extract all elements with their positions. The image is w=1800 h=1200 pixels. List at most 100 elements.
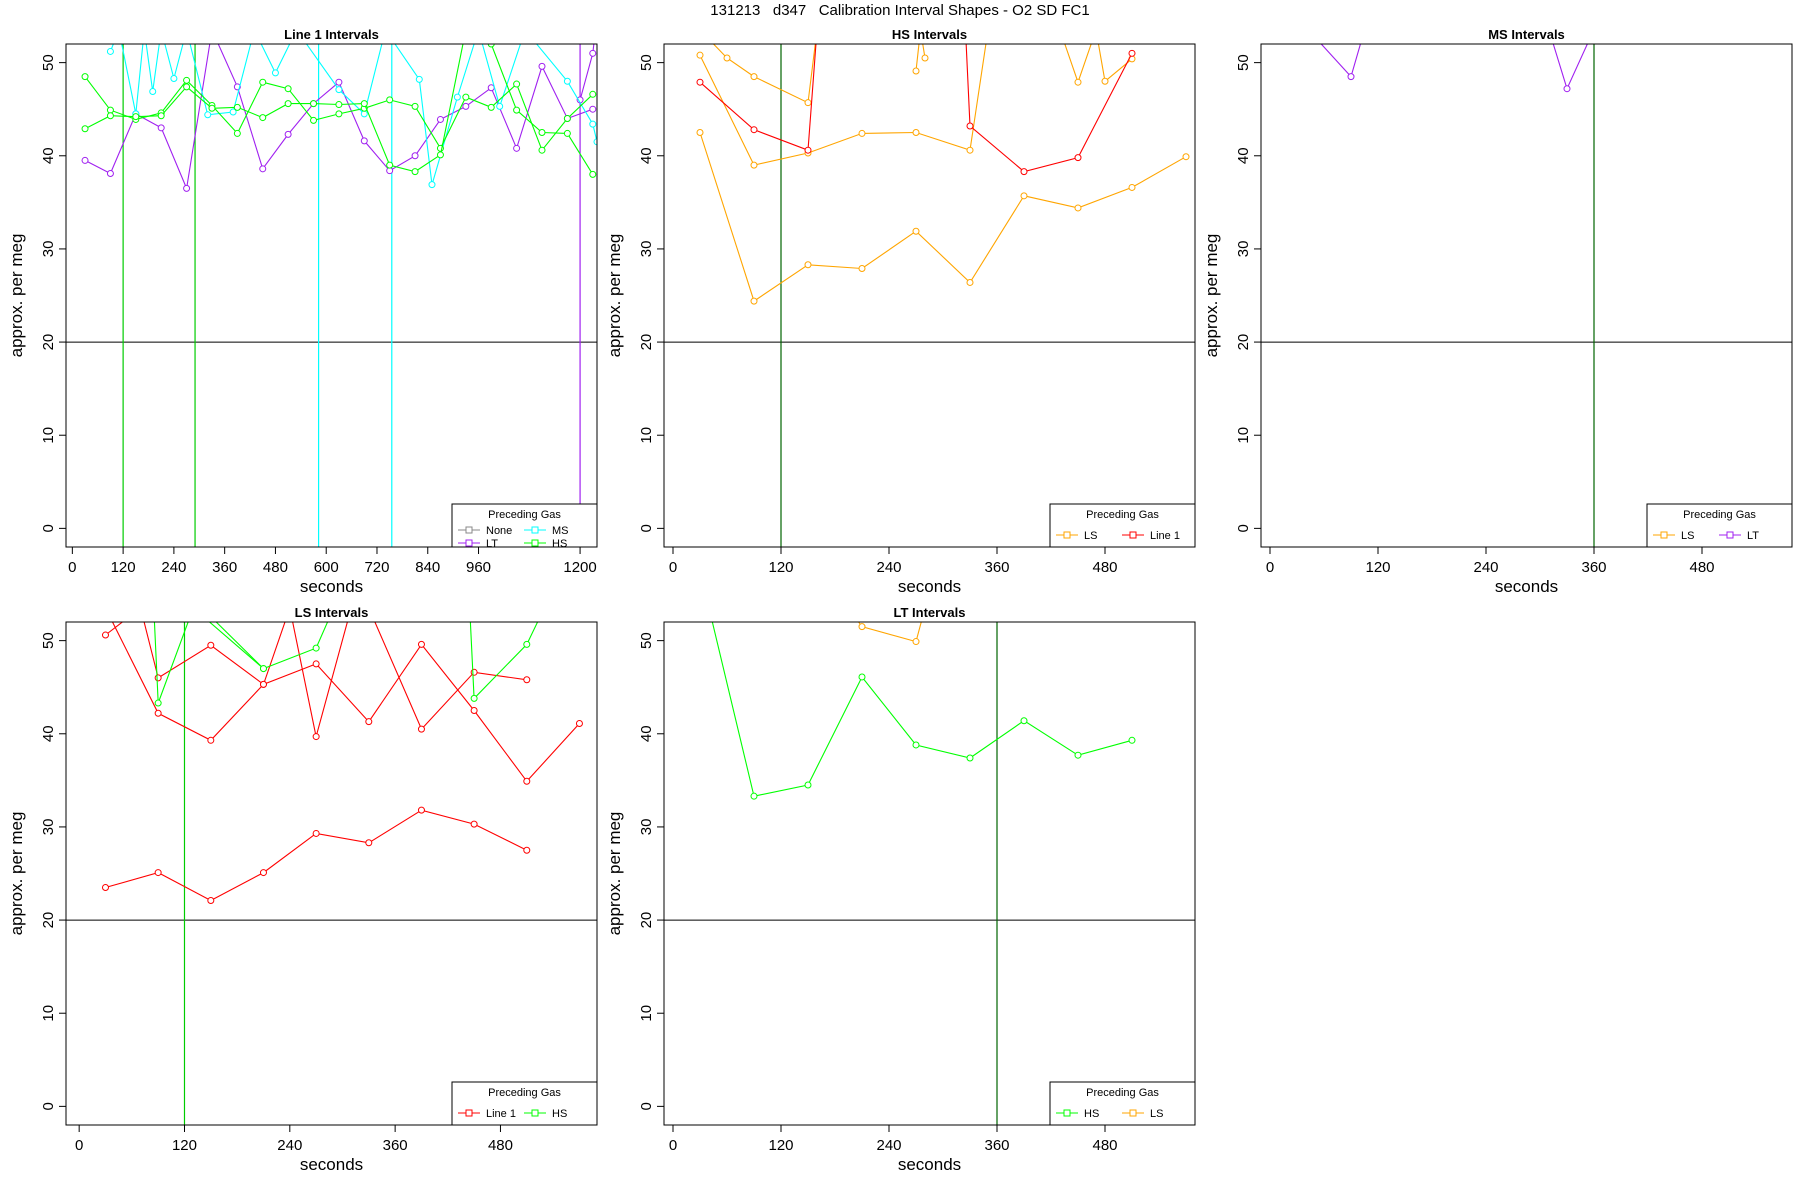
series-3 [106, 44, 597, 189]
data-point [487, 44, 495, 48]
legend-label: HS [552, 1108, 567, 1120]
data-point [417, 640, 425, 648]
data-point [1074, 154, 1082, 162]
legend-box [1646, 503, 1793, 548]
data-point [312, 733, 320, 741]
legend-title: Preceding Gas [488, 1087, 561, 1099]
data-point [487, 103, 495, 111]
series-line [109, 44, 597, 185]
data-point [538, 62, 546, 70]
data-point [157, 112, 165, 120]
data-point [912, 67, 920, 75]
y-tick-label: 20 [638, 912, 655, 929]
data-point [428, 181, 436, 189]
data-point [436, 151, 444, 159]
series-line [915, 44, 926, 72]
plot-area [1261, 44, 1792, 547]
data-point [912, 227, 920, 235]
y-axis-label: approx. per meg [605, 234, 624, 358]
series-line [965, 44, 1133, 173]
x-tick-label: 720 [364, 559, 389, 576]
data-point [912, 128, 920, 136]
data-point [1074, 204, 1082, 212]
data-point [523, 640, 531, 648]
legend-swatch-marker [1726, 531, 1734, 539]
x-axis-label: seconds [1495, 577, 1558, 596]
data-point [487, 84, 495, 92]
legend-title: Preceding Gas [488, 509, 561, 521]
legend-title: Preceding Gas [1683, 509, 1756, 521]
legend: Preceding Gas HS LS [1049, 1081, 1196, 1126]
series-line [153, 622, 329, 704]
data-point [233, 129, 241, 137]
data-point [589, 120, 597, 128]
legend-swatch-marker [465, 1109, 473, 1117]
series-line [215, 622, 264, 669]
x-tick-label: 360 [984, 1137, 1009, 1154]
y-tick-label: 10 [638, 1005, 655, 1022]
data-point [411, 102, 419, 110]
plot-frame [663, 621, 1196, 1126]
data-point [312, 829, 320, 837]
chart-title: HS Intervals [892, 27, 967, 42]
data-point [411, 168, 419, 176]
legend-label: LS [1681, 530, 1694, 542]
legend-entry: HS [524, 538, 567, 550]
data-point [335, 101, 343, 109]
y-tick-label: 40 [1235, 147, 1252, 164]
legend-label: LS [1084, 530, 1097, 542]
legend-label: HS [1084, 1108, 1099, 1120]
x-tick-label: 840 [415, 559, 440, 576]
legend-entry: LT [1719, 530, 1759, 542]
data-point [1347, 73, 1355, 81]
data-point [154, 699, 162, 707]
y-tick-label: 0 [1235, 524, 1252, 532]
y-tick-label: 50 [1235, 54, 1252, 71]
data-point [312, 660, 320, 668]
data-point [284, 130, 292, 138]
data-point [335, 110, 343, 118]
series-5 [215, 622, 267, 673]
data-point [335, 78, 343, 86]
data-point [696, 78, 704, 86]
data-point [229, 108, 237, 116]
data-point [912, 741, 920, 749]
y-axis: 0 10 20 30 40 50 [638, 632, 665, 1111]
data-point [154, 869, 162, 877]
y-tick-label: 20 [40, 334, 57, 351]
data-point [106, 112, 114, 120]
data-point [858, 623, 866, 631]
data-point [462, 102, 470, 110]
x-tick-label: 120 [768, 559, 793, 576]
legend-entry: HS [1056, 1108, 1099, 1120]
data-point [523, 777, 531, 785]
data-point [259, 165, 267, 173]
data-point [106, 47, 114, 55]
x-axis-label: seconds [300, 1155, 363, 1174]
plot-area [66, 622, 597, 1125]
series-4 [912, 44, 929, 75]
data-point [513, 106, 521, 114]
x-tick-label: 120 [768, 1137, 793, 1154]
figure-title: 131213 d347 Calibration Interval Shapes … [710, 2, 1090, 19]
data-point [415, 75, 423, 83]
x-axis: 0 120 240 360 480 [1266, 546, 1715, 576]
data-point [858, 129, 866, 137]
legend: Preceding Gas Line 1 HS [451, 1081, 598, 1126]
x-tick-label: 0 [75, 1137, 83, 1154]
y-tick-label: 10 [1235, 427, 1252, 444]
data-point [563, 77, 571, 85]
chart-panel-3: MS Intervals 0 120 240 360 480 seconds 0 10 20 30 4… [1202, 27, 1793, 596]
series-line [711, 622, 1133, 797]
x-tick-label: 600 [314, 559, 339, 576]
legend-title: Preceding Gas [1086, 1087, 1159, 1099]
data-point [310, 100, 318, 108]
series-line [857, 622, 922, 643]
data-point [496, 102, 504, 110]
data-point [804, 99, 812, 107]
data-point [154, 674, 162, 682]
data-point [436, 115, 444, 123]
legend-box [451, 1081, 598, 1126]
chart-panel-2: HS Intervals 0 120 240 360 480 seconds 0 10 20 30 4… [605, 27, 1196, 596]
legend-label: LT [486, 538, 498, 550]
